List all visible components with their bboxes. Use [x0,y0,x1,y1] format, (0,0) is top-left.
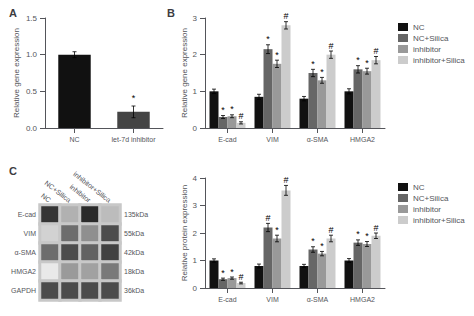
svg-text:inhibitor+Silica: inhibitor+Silica [413,216,465,225]
svg-text:VIM: VIM [24,230,37,237]
svg-text:*: * [275,225,279,235]
svg-text:*: * [275,50,279,60]
svg-text:*: * [221,105,225,115]
svg-text:*: * [230,104,234,114]
svg-text:Relative gene expression: Relative gene expression [12,28,21,118]
svg-text:Relative gene expression: Relative gene expression [180,28,189,118]
svg-text:0.5: 0.5 [26,87,38,96]
svg-text:135kDa: 135kDa [124,211,148,218]
svg-text:1: 1 [193,87,198,96]
svg-text:α-SMA: α-SMA [307,296,329,303]
svg-text:1.0: 1.0 [26,50,38,59]
svg-text:inhibitor+Silica: inhibitor+Silica [413,56,465,65]
svg-text:NC+Silica: NC+Silica [43,179,72,204]
svg-text:*: * [365,231,369,241]
svg-text:*: * [311,236,315,246]
svg-text:*: * [320,67,324,77]
svg-text:2: 2 [193,50,198,59]
svg-text:inhibitor+Silica: inhibitor+Silica [72,170,112,203]
svg-text:E-cad: E-cad [218,296,236,303]
svg-text:NC: NC [413,183,425,192]
svg-text:18kDa: 18kDa [124,268,144,275]
svg-text:C: C [9,165,17,177]
svg-text:E-cad: E-cad [18,211,36,218]
svg-text:1: 1 [193,256,198,265]
svg-text:A: A [9,7,17,19]
svg-text:*: * [230,267,234,277]
svg-text:HMGA2: HMGA2 [350,136,375,143]
svg-text:GAPDH: GAPDH [11,287,36,294]
svg-text:VIM: VIM [266,296,279,303]
svg-text:*: * [320,241,324,251]
svg-text:NC: NC [69,136,79,143]
svg-text:*: * [132,93,136,103]
svg-text:*: * [266,34,270,44]
svg-text:1.5: 1.5 [26,14,38,23]
svg-text:3: 3 [193,14,198,23]
svg-text:#: # [328,225,333,235]
svg-text:#: # [283,175,288,185]
svg-text:#: # [373,223,378,233]
svg-text:#: # [373,46,378,56]
svg-text:36kDa: 36kDa [124,287,144,294]
svg-text:#: # [283,11,288,21]
svg-text:0.0: 0.0 [26,124,38,133]
svg-text:#: # [328,41,333,51]
svg-text:0: 0 [193,124,198,133]
svg-text:2: 2 [193,229,198,238]
svg-text:0: 0 [193,284,198,293]
svg-text:NC+Silica: NC+Silica [413,34,449,43]
svg-text:E-cad: E-cad [218,136,236,143]
svg-text:inhibitor: inhibitor [413,205,441,214]
svg-text:HMGA2: HMGA2 [350,296,375,303]
svg-text:#: # [265,213,270,223]
svg-text:*: * [311,59,315,69]
svg-text:NC: NC [413,23,425,32]
svg-text:*: * [356,229,360,239]
svg-text:3: 3 [193,201,198,210]
svg-text:4: 4 [193,174,198,183]
svg-text:*: * [365,58,369,68]
svg-text:inhibitor: inhibitor [413,45,441,54]
svg-text:#: # [238,111,243,121]
svg-text:VIM: VIM [266,136,279,143]
svg-text:HMGA2: HMGA2 [11,268,36,275]
svg-text:B: B [167,7,175,19]
svg-text:NC: NC [40,192,52,204]
svg-text:*: * [356,55,360,65]
svg-text:α-SMA: α-SMA [307,136,329,143]
svg-text:Relative protein expression: Relative protein expression [180,185,189,282]
svg-text:#: # [238,272,243,282]
svg-text:55kDa: 55kDa [124,230,144,237]
svg-text:let-7d inhibitor: let-7d inhibitor [112,136,157,143]
svg-text:42kDa: 42kDa [124,249,144,256]
svg-text:α-SMA: α-SMA [14,249,36,256]
svg-text:*: * [221,268,225,278]
svg-text:NC+Silica: NC+Silica [413,194,449,203]
